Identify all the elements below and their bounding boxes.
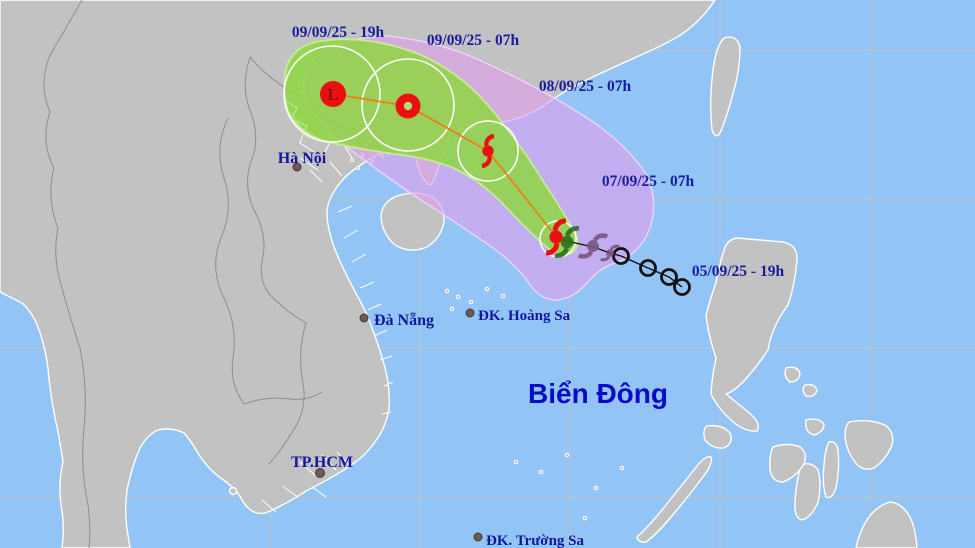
forecast-depression-symbol (395, 93, 421, 119)
forecast-time-labels: 09/09/25 - 19h 09/09/25 - 07h 08/09/25 -… (292, 24, 785, 280)
label-danang: Đà Nẵng (374, 312, 434, 329)
samar-leyte-island (844, 419, 894, 470)
palawan-island (636, 456, 713, 543)
border-under-cone (283, 98, 332, 144)
mindanao-island (855, 501, 918, 548)
mindoro-island (703, 424, 732, 449)
label-hoang-sa: ĐK. Hoàng Sa (478, 308, 571, 324)
hoangsa-dot (465, 308, 475, 318)
label-time-0509-19h: 05/09/25 - 19h (692, 263, 785, 280)
low-pressure-letter: L (327, 85, 338, 104)
forecast-low-symbol: L (320, 81, 346, 107)
label-tphcm: TP.HCM (291, 454, 353, 471)
hanoi-dot (292, 162, 302, 172)
label-time-0909-19h: 09/09/25 - 19h (292, 24, 385, 41)
forecast-track-line (332, 93, 559, 240)
past-depression-markers (612, 247, 691, 296)
label-truong-sa: ĐK. Trường Sa (486, 533, 585, 548)
label-time-0909-07h: 09/09/25 - 07h (427, 32, 520, 49)
masbate-island (804, 418, 825, 436)
taiwan-island (710, 36, 741, 137)
cebu-island (822, 440, 840, 499)
panay-island (769, 443, 807, 483)
label-time-0709-07h: 07/09/25 - 07h (602, 173, 695, 190)
bicol-islet (802, 383, 818, 398)
negros-island (794, 463, 821, 521)
place-labels: Hà Nội Đà Nẵng TP.HCM ĐK. Hoàng Sa ĐK. T… (278, 150, 668, 548)
place-dots (292, 162, 483, 542)
forecast-cone-green (283, 38, 579, 256)
label-bien-dong-sea: Biển Đông (528, 378, 668, 409)
tphcm-dot (315, 468, 325, 478)
phu-quoc-island (228, 486, 238, 496)
luzon-island (705, 237, 798, 432)
catanduanes-island (784, 366, 801, 383)
danang-dot (359, 313, 369, 323)
label-time-0809-07h: 08/09/25 - 07h (539, 78, 632, 95)
truongsa-dot (473, 532, 483, 542)
label-hanoi: Hà Nội (278, 150, 327, 167)
